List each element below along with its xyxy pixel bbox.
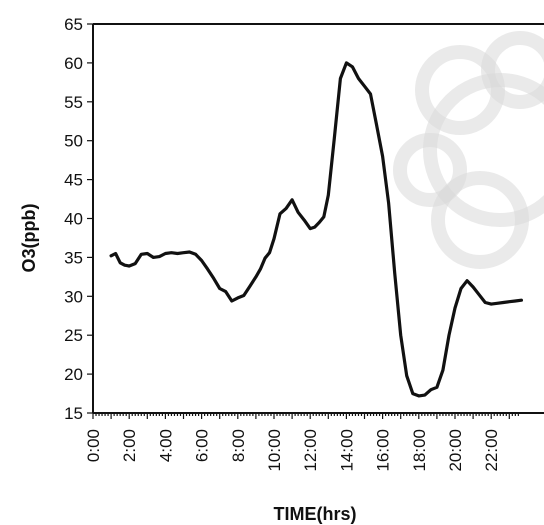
x-tick-label: 4:00 [156,429,175,462]
y-tick-label: 65 [64,15,83,34]
y-tick-label: 50 [64,132,83,151]
x-tick-label: 10:00 [265,429,284,472]
y-tick-label: 35 [64,248,83,267]
y-axis-title: O3(ppb) [19,204,39,273]
y-tick-label: 45 [64,171,83,190]
y-tick-label: 25 [64,326,83,345]
x-axis: 0:00 2:00 4:00 6:00 8:00 10:00 12:00 14:00 16:00… [84,412,544,472]
x-tick-label: 14:00 [337,429,356,472]
x-axis-title: TIME(hrs) [274,504,357,524]
x-tick-label: 16:00 [374,429,393,472]
y-tick-label: 60 [64,54,83,73]
y-tick-label: 55 [64,93,83,112]
y-axis: 15 20 25 30 35 40 45 50 55 60 65 [64,15,94,423]
x-tick-label: 6:00 [193,429,212,462]
o3-series-line [109,61,523,398]
y-tick-label: 15 [64,404,83,423]
x-tick-label: 22:00 [482,429,501,472]
x-tick-label: 2:00 [120,429,139,462]
x-tick-label: 0:00 [84,429,103,462]
y-tick-label: 40 [64,210,83,229]
x-tick-label: 18:00 [410,429,429,472]
watermark-rosette [393,31,544,269]
x-tick-label: 20:00 [446,429,465,472]
y-tick-label: 20 [64,365,83,384]
plot-area [93,23,544,398]
x-tick-label: 8:00 [229,429,248,462]
y-tick-label: 30 [64,287,83,306]
x-tick-label: 12:00 [301,429,320,472]
